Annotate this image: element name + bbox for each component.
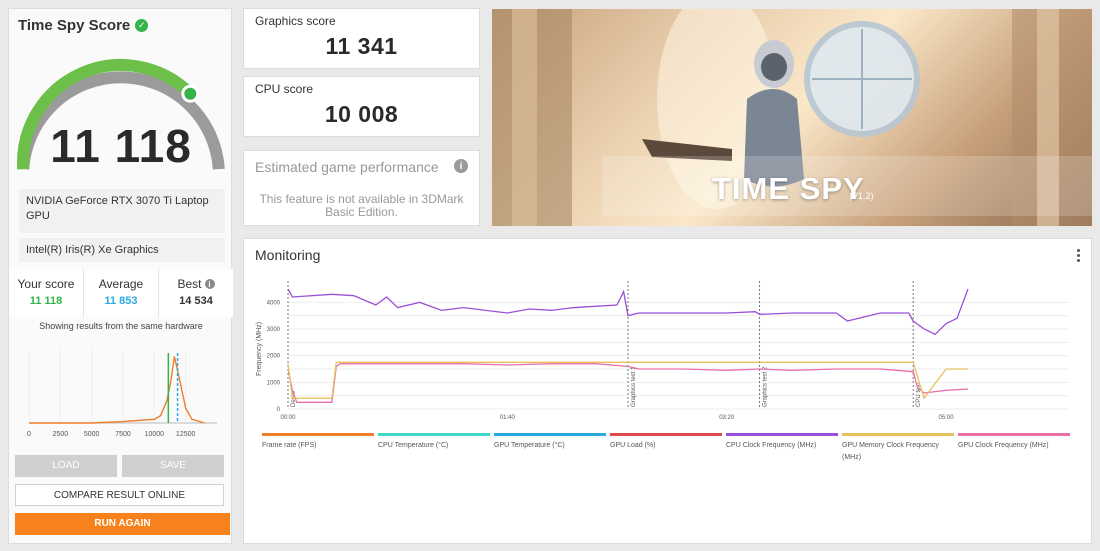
load-button[interactable]: LOAD xyxy=(15,455,117,477)
monitoring-y-axis-label: Frequency (MHz) xyxy=(256,322,263,376)
legend-label: CPU Clock Frequency (MHz) xyxy=(726,442,817,449)
score-histogram: 0 2500 5000 7500 10000 12500 xyxy=(27,349,217,438)
legend-item[interactable]: GPU Clock Frequency (MHz) xyxy=(958,433,1070,464)
monitoring-y-tick-label: 4000 xyxy=(267,300,281,306)
stat-label: Average xyxy=(98,277,144,291)
graphics-score-label: Graphics score xyxy=(255,14,336,28)
legend-item[interactable]: Frame rate (FPS) xyxy=(262,433,374,464)
total-score: 11 118 xyxy=(50,120,192,172)
legend-swatch xyxy=(958,433,1070,436)
monitoring-y-tick-label: 0 xyxy=(277,407,281,413)
score-title-text: Time Spy Score xyxy=(18,17,131,34)
graphics-score-value: 11 341 xyxy=(325,33,398,59)
monitoring-y-tick-label: 1000 xyxy=(267,380,281,386)
cpu-score-value: 10 008 xyxy=(324,101,399,127)
score-stats: Your score 11 118 Average 11 853 Best i … xyxy=(9,269,233,317)
monitoring-marker-label: Graphics test 2 xyxy=(763,366,769,407)
banner-version: (V1.2) xyxy=(849,191,874,201)
stat-value: 11 118 xyxy=(29,295,63,307)
estimated-game-performance-card: Estimated game performance i This featur… xyxy=(243,150,480,226)
histogram-tick-label: 12500 xyxy=(176,431,196,438)
histogram-tick-label: 2500 xyxy=(53,431,69,438)
stat-label: Best xyxy=(177,277,202,291)
legend-label: GPU Load (%) xyxy=(610,442,656,449)
banner-title: TIME SPY xyxy=(712,171,865,206)
monitoring-marker-label: Graphics test 1 xyxy=(631,366,637,407)
monitoring-series-line xyxy=(287,361,968,400)
monitoring-marker-label: CPU test xyxy=(916,383,922,407)
score-gauge xyxy=(17,59,225,170)
monitoring-y-tick-label: 2000 xyxy=(267,354,281,360)
stat-value: 14 534 xyxy=(179,295,213,307)
legend-swatch xyxy=(378,433,490,436)
monitoring-y-tick-label: 3000 xyxy=(267,327,281,333)
monitoring-panel: Monitoring 0 1000 2000 3000 4000 Frequency (M… xyxy=(243,238,1092,544)
legend-swatch xyxy=(262,433,374,436)
monitoring-legend: Frame rate (FPS) CPU Temperature (°C) GP… xyxy=(262,433,1074,464)
legend-label: CPU Temperature (°C) xyxy=(378,442,449,449)
histogram-caption: Showing results from the same hardware xyxy=(39,321,203,331)
stat-label-wrap: Best i xyxy=(159,277,233,291)
legend-item[interactable]: CPU Clock Frequency (MHz) xyxy=(726,433,838,464)
estimated-label: Estimated game performance xyxy=(255,159,439,175)
monitoring-x-tick-label: 05:00 xyxy=(939,415,955,421)
info-icon[interactable]: i xyxy=(204,279,215,289)
monitoring-chart: 0 1000 2000 3000 4000 Frequency (MHz) 00:00 01:… xyxy=(256,281,1069,421)
info-icon[interactable]: i xyxy=(454,159,468,173)
graphics-score-card: Graphics score 11 341 xyxy=(243,8,480,69)
histogram-tick-label: 10000 xyxy=(145,431,165,438)
stat-best: Best i 14 534 xyxy=(159,269,233,317)
gauge-fill xyxy=(17,59,195,170)
run-again-button[interactable]: RUN AGAIN xyxy=(15,513,230,535)
stat-label: Your score xyxy=(17,277,75,291)
histogram-tick-label: 7500 xyxy=(115,431,131,438)
gauge-knob xyxy=(184,87,197,100)
histogram-tick-label: 5000 xyxy=(84,431,100,438)
legend-swatch xyxy=(494,433,606,436)
banner-artwork xyxy=(492,9,1092,226)
compare-result-online-button[interactable]: COMPARE RESULT ONLINE xyxy=(15,484,224,506)
save-button[interactable]: SAVE xyxy=(122,455,224,477)
cpu-score-label: CPU score xyxy=(255,82,314,96)
legend-item[interactable]: CPU Temperature (°C) xyxy=(378,433,490,464)
legend-label: Frame rate (FPS) xyxy=(262,442,317,449)
time-spy-banner: TIME SPY (V1.2) xyxy=(492,9,1092,226)
stat-average: Average 11 853 xyxy=(84,269,159,317)
monitoring-x-tick-label: 01:40 xyxy=(500,415,516,421)
legend-label: GPU Memory Clock Frequency (MHz) xyxy=(842,442,939,461)
monitoring-x-tick-label: 03:20 xyxy=(719,415,735,421)
monitoring-title: Monitoring xyxy=(255,247,321,263)
score-panel: Time Spy Score ✓ 11 118 NVIDIA GeForce R… xyxy=(8,8,233,544)
gpu-primary-label: NVIDIA GeForce RTX 3070 Ti Laptop GPU xyxy=(19,189,225,233)
stat-value: 11 853 xyxy=(104,295,138,307)
legend-item[interactable]: GPU Memory Clock Frequency (MHz) xyxy=(842,433,954,464)
estimated-unavailable-text: This feature is not available in 3DMark … xyxy=(259,192,464,219)
monitoring-series-line xyxy=(287,288,969,336)
monitoring-x-tick-label: 00:00 xyxy=(280,415,296,421)
legend-item[interactable]: GPU Load (%) xyxy=(610,433,722,464)
legend-swatch xyxy=(610,433,722,436)
banner-title-backdrop xyxy=(602,156,1092,216)
legend-item[interactable]: GPU Temperature (°C) xyxy=(494,433,606,464)
legend-swatch xyxy=(842,433,954,436)
legend-label: GPU Temperature (°C) xyxy=(494,442,565,449)
gpu-secondary-label: Intel(R) Iris(R) Xe Graphics xyxy=(19,238,225,262)
histogram-tick-label: 0 xyxy=(27,431,31,438)
stat-your-score: Your score 11 118 xyxy=(9,269,84,317)
legend-swatch xyxy=(726,433,838,436)
check-icon: ✓ xyxy=(135,19,149,32)
more-options-icon[interactable] xyxy=(1077,249,1081,262)
histogram-curve xyxy=(29,356,205,424)
score-title: Time Spy Score ✓ xyxy=(18,17,149,34)
cpu-score-card: CPU score 10 008 xyxy=(243,76,480,137)
legend-label: GPU Clock Frequency (MHz) xyxy=(958,442,1049,449)
